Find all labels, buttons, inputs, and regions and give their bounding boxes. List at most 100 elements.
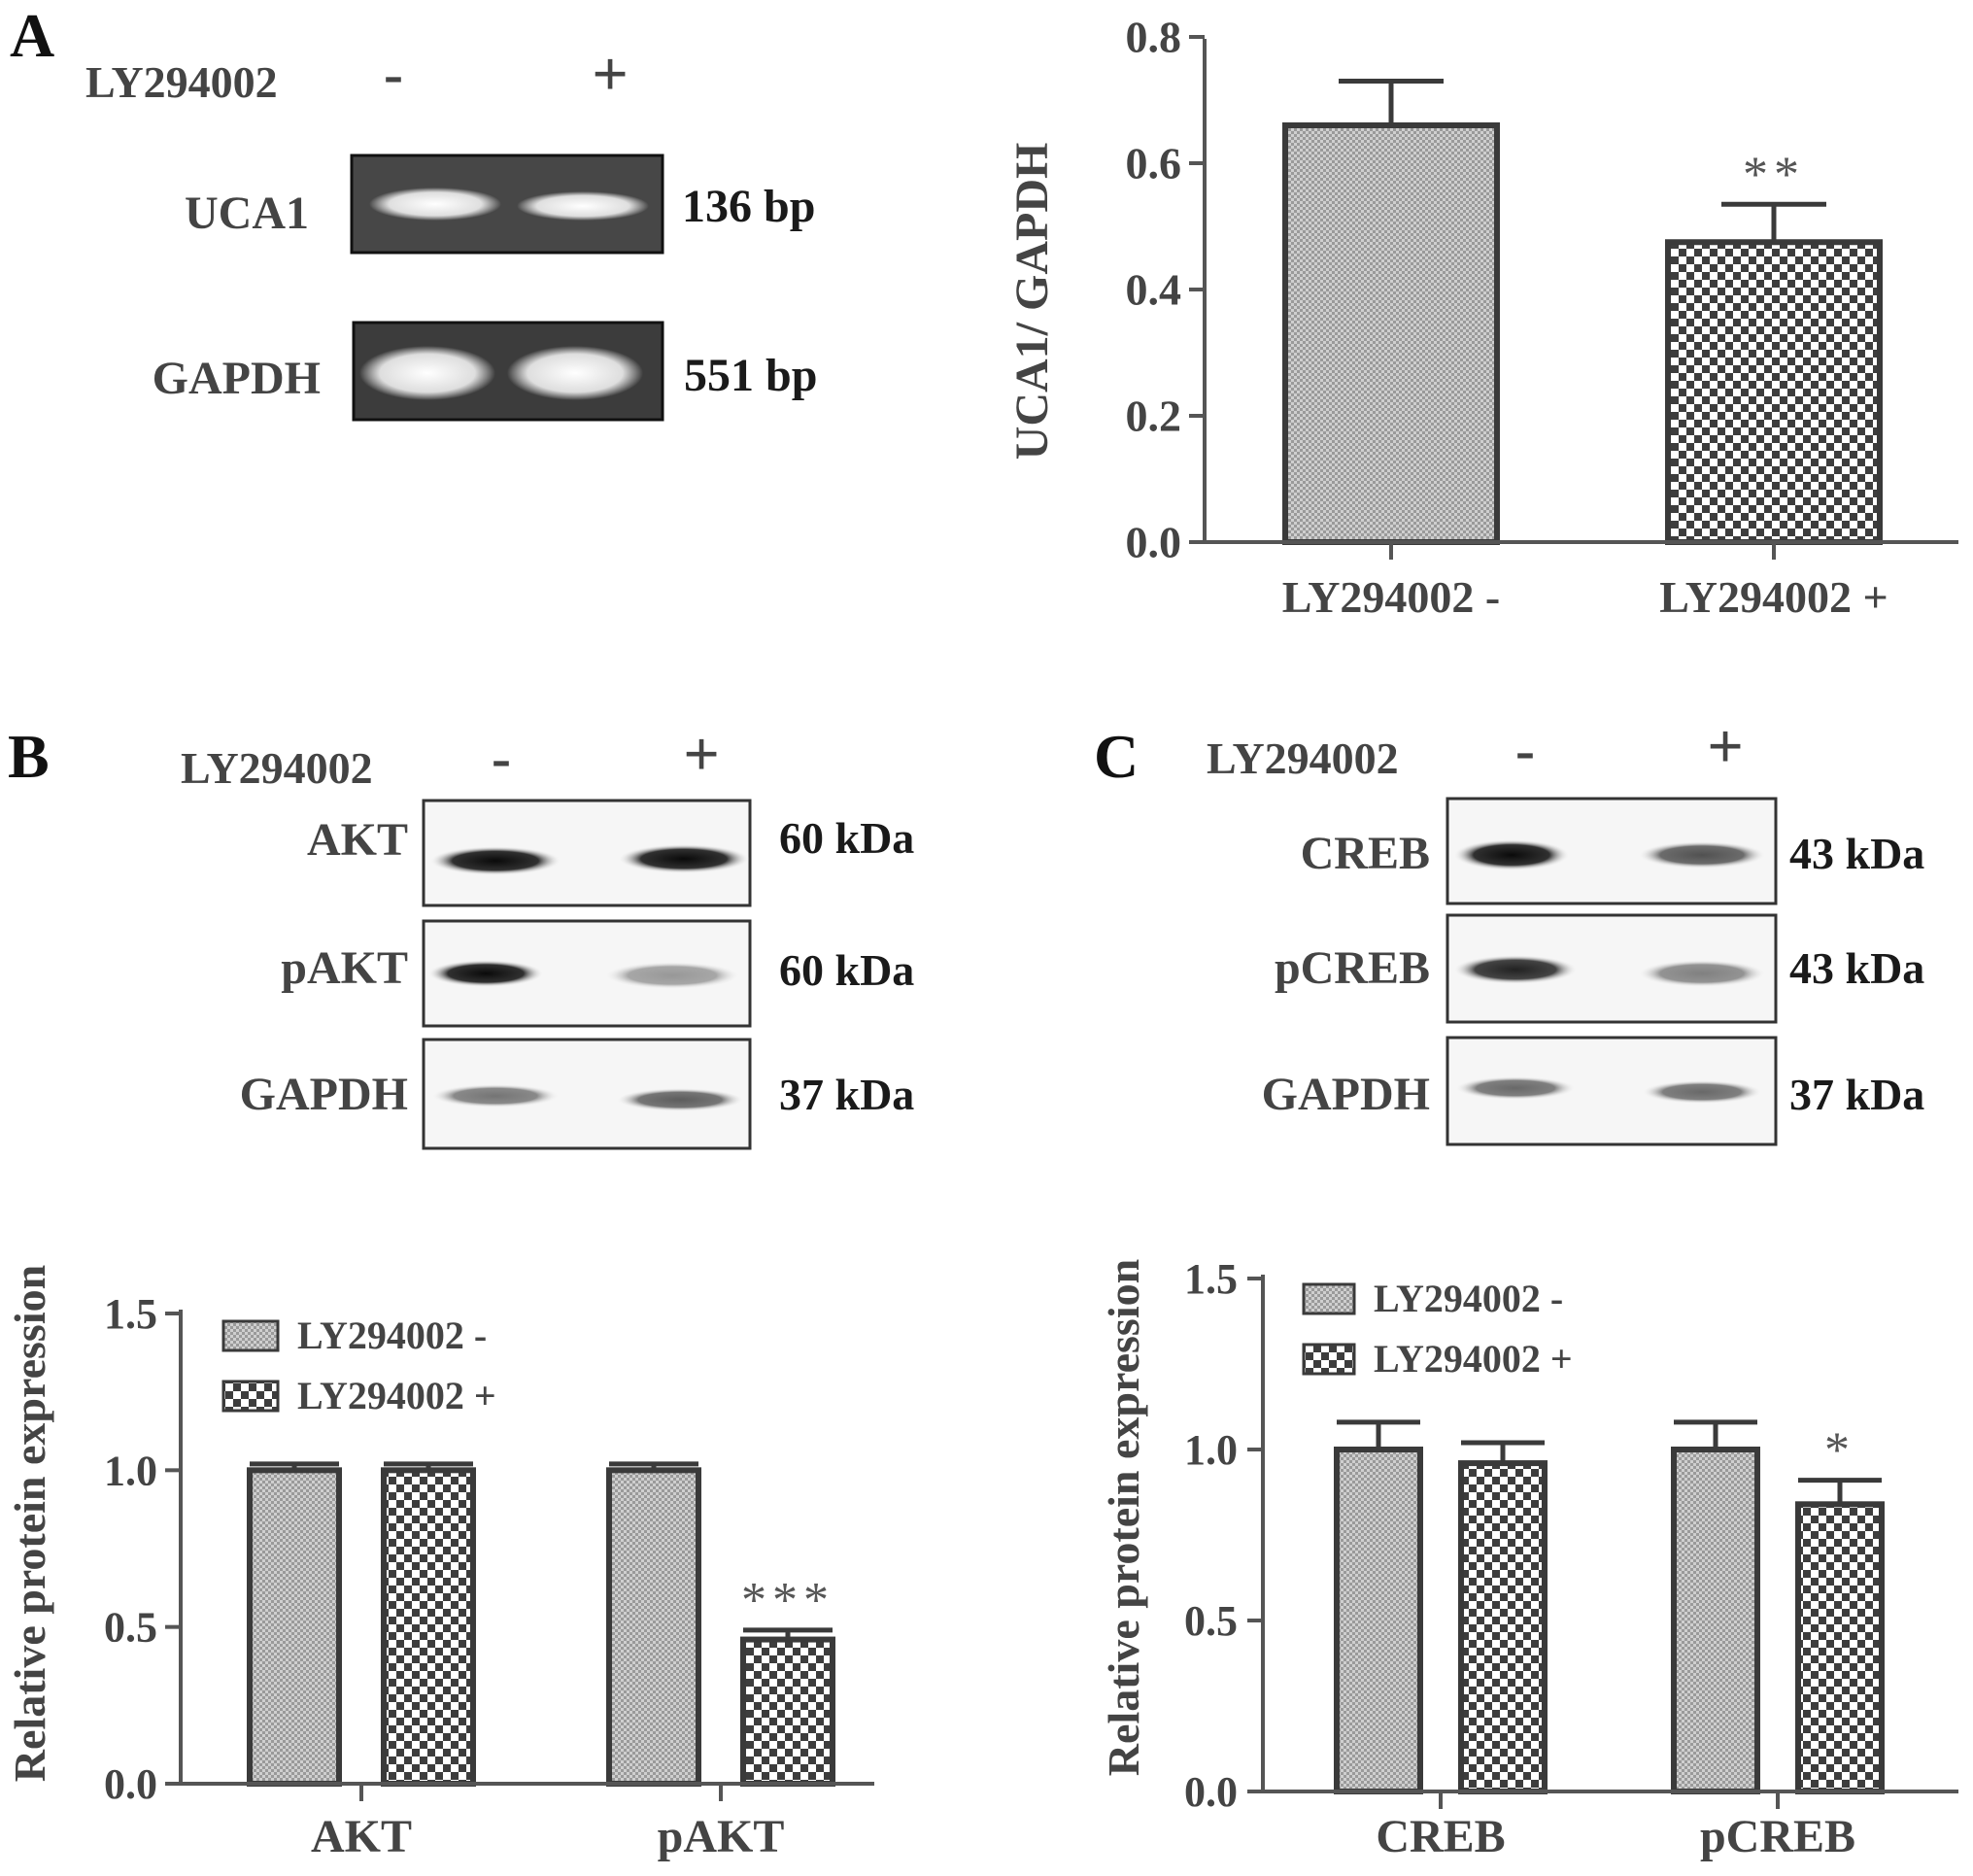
- bar: [381, 1467, 476, 1788]
- x-tick-label: AKT: [311, 1811, 412, 1862]
- gel-band: [517, 191, 649, 221]
- gel-band: [359, 346, 495, 400]
- blot-band: [604, 962, 740, 989]
- bar: [1282, 122, 1500, 545]
- legend-swatch: [221, 1319, 280, 1352]
- y-tick-label: 0.6: [1126, 139, 1182, 188]
- blot-band-size: 60 kDa: [779, 813, 914, 863]
- gel-plus-sign: +: [592, 39, 629, 110]
- gel-band-size: 551 bp: [684, 350, 817, 401]
- y-axis-label: Relative protein expression: [1099, 1259, 1148, 1776]
- y-ticks: 0.0 0.5 1.0 1.5: [104, 1290, 181, 1808]
- blot-band: [427, 960, 544, 987]
- bar: [1665, 239, 1883, 545]
- blot-row-creb: CREB 43 kDa: [1301, 797, 1924, 905]
- blot-plus-sign: +: [1707, 711, 1744, 782]
- blot-row-label: pAKT: [281, 942, 408, 994]
- y-ticks: 0.0 0.2 0.4 0.6 0.8: [1126, 13, 1205, 567]
- y-tick-label: 0.5: [104, 1604, 157, 1652]
- gel-treatment-label: LY294002: [85, 57, 278, 107]
- bar: [740, 1636, 835, 1788]
- y-tick-label: 1.5: [104, 1290, 157, 1338]
- y-tick-label: 1.0: [104, 1447, 157, 1494]
- blot-band-size: 43 kDa: [1789, 943, 1924, 993]
- blot-row-akt: AKT 60 kDa: [307, 799, 914, 907]
- panel-letter-a: A: [10, 1, 54, 70]
- blot-row-gapdh: GAPDH 37 kDa: [1262, 1036, 1924, 1146]
- panel-letter-c: C: [1094, 722, 1139, 791]
- y-tick-label: 0.5: [1184, 1597, 1238, 1645]
- gel-row-uca1: UCA1 136 bp: [185, 153, 815, 255]
- gel-band-size: 136 bp: [682, 181, 815, 232]
- panel-a: A LY294002 - + UCA1 136 bp GAPDH 551 bp …: [10, 1, 1958, 622]
- gel-band: [507, 346, 643, 400]
- x-tick-label: pCREB: [1700, 1811, 1855, 1862]
- legend-swatch: [221, 1380, 280, 1413]
- blot-plus-sign: +: [683, 719, 720, 790]
- blot-band-size: 37 kDa: [1789, 1070, 1924, 1119]
- y-axis-label: Relative protein expression: [5, 1265, 54, 1782]
- blot-band: [618, 844, 750, 873]
- bar: [247, 1467, 342, 1788]
- legend-label: LY294002 -: [1374, 1277, 1563, 1320]
- blot-row-label: GAPDH: [240, 1069, 408, 1120]
- panel-c: C LY294002 - + CREB 43 kDa pCREB 43 kDa …: [1094, 711, 1958, 1862]
- x-tick-labels: CREB pCREB: [1376, 1791, 1855, 1862]
- blot-row-gapdh: GAPDH 37 kDa: [240, 1038, 914, 1150]
- blot-row-pcreb: pCREB 43 kDa: [1275, 913, 1924, 1024]
- y-tick-label: 0.0: [1184, 1768, 1238, 1816]
- y-ticks: 0.0 0.5 1.0 1.5: [1184, 1255, 1263, 1816]
- y-tick-label: 0.2: [1126, 392, 1182, 441]
- gel-row-gapdh: GAPDH 551 bp: [153, 321, 817, 422]
- legend-label: LY294002 +: [1374, 1337, 1573, 1381]
- blot-row-pakt: pAKT 60 kDa: [281, 919, 914, 1028]
- bars: *: [1334, 1419, 1885, 1794]
- y-tick-label: 1.5: [1184, 1255, 1238, 1303]
- legend: LY294002 - LY294002 +: [1302, 1277, 1573, 1381]
- blot-band: [1638, 841, 1766, 869]
- x-tick-labels: LY294002 - LY294002 +: [1282, 542, 1888, 622]
- gel-row-label: GAPDH: [153, 353, 321, 404]
- bars: ***: [247, 1461, 835, 1788]
- legend: LY294002 - LY294002 +: [221, 1313, 496, 1417]
- bar: [1334, 1447, 1423, 1794]
- bar: [606, 1467, 701, 1788]
- bars: **: [1282, 79, 1883, 545]
- chart-a: UCA1/ GAPDH 0.0 0.2 0.4 0.6 0.8 ** LY294002 …: [1006, 13, 1958, 622]
- y-tick-label: 1.0: [1184, 1426, 1238, 1474]
- panel-b: B LY294002 - + AKT 60 kDa pAKT 60 kDa GA…: [5, 719, 914, 1862]
- x-tick-label: LY294002 +: [1659, 572, 1888, 622]
- y-tick-label: 0.4: [1126, 265, 1182, 315]
- bar: [1671, 1447, 1760, 1794]
- gel-row-label: UCA1: [185, 188, 309, 239]
- blot-band: [1455, 1076, 1576, 1100]
- significance-marker: *: [1824, 1423, 1855, 1479]
- x-tick-labels: AKT pAKT: [311, 1784, 784, 1862]
- legend-swatch: [1302, 1282, 1356, 1315]
- significance-marker: ***: [741, 1573, 834, 1628]
- blot-band: [1642, 1080, 1762, 1104]
- chart-b: Relative protein expression 0.0 0.5 1.0 1.5…: [5, 1265, 874, 1862]
- significance-marker: **: [1743, 147, 1805, 202]
- x-tick-label: pAKT: [658, 1811, 785, 1862]
- blot-band: [1453, 839, 1570, 870]
- blot-band: [1453, 955, 1578, 984]
- legend-label: LY294002 -: [297, 1313, 487, 1357]
- blot-band: [429, 846, 561, 875]
- x-tick-label: CREB: [1376, 1811, 1505, 1862]
- blot-row-label: AKT: [307, 814, 408, 866]
- y-tick-label: 0.8: [1126, 13, 1182, 62]
- y-tick-label: 0.0: [1126, 518, 1182, 567]
- blot-band: [616, 1088, 744, 1111]
- chart-c: Relative protein expression 0.0 0.5 1.0 1.5…: [1099, 1255, 1958, 1862]
- blot-treatment-label: LY294002: [1207, 733, 1399, 783]
- blot-row-label: CREB: [1301, 828, 1430, 879]
- gel-minus-sign: -: [384, 42, 403, 106]
- blot-band: [431, 1084, 560, 1108]
- x-tick-label: LY294002 -: [1282, 572, 1501, 622]
- legend-label: LY294002 +: [297, 1374, 496, 1417]
- gel-band: [369, 188, 501, 221]
- blot-row-label: pCREB: [1275, 942, 1430, 994]
- bar: [1795, 1501, 1885, 1794]
